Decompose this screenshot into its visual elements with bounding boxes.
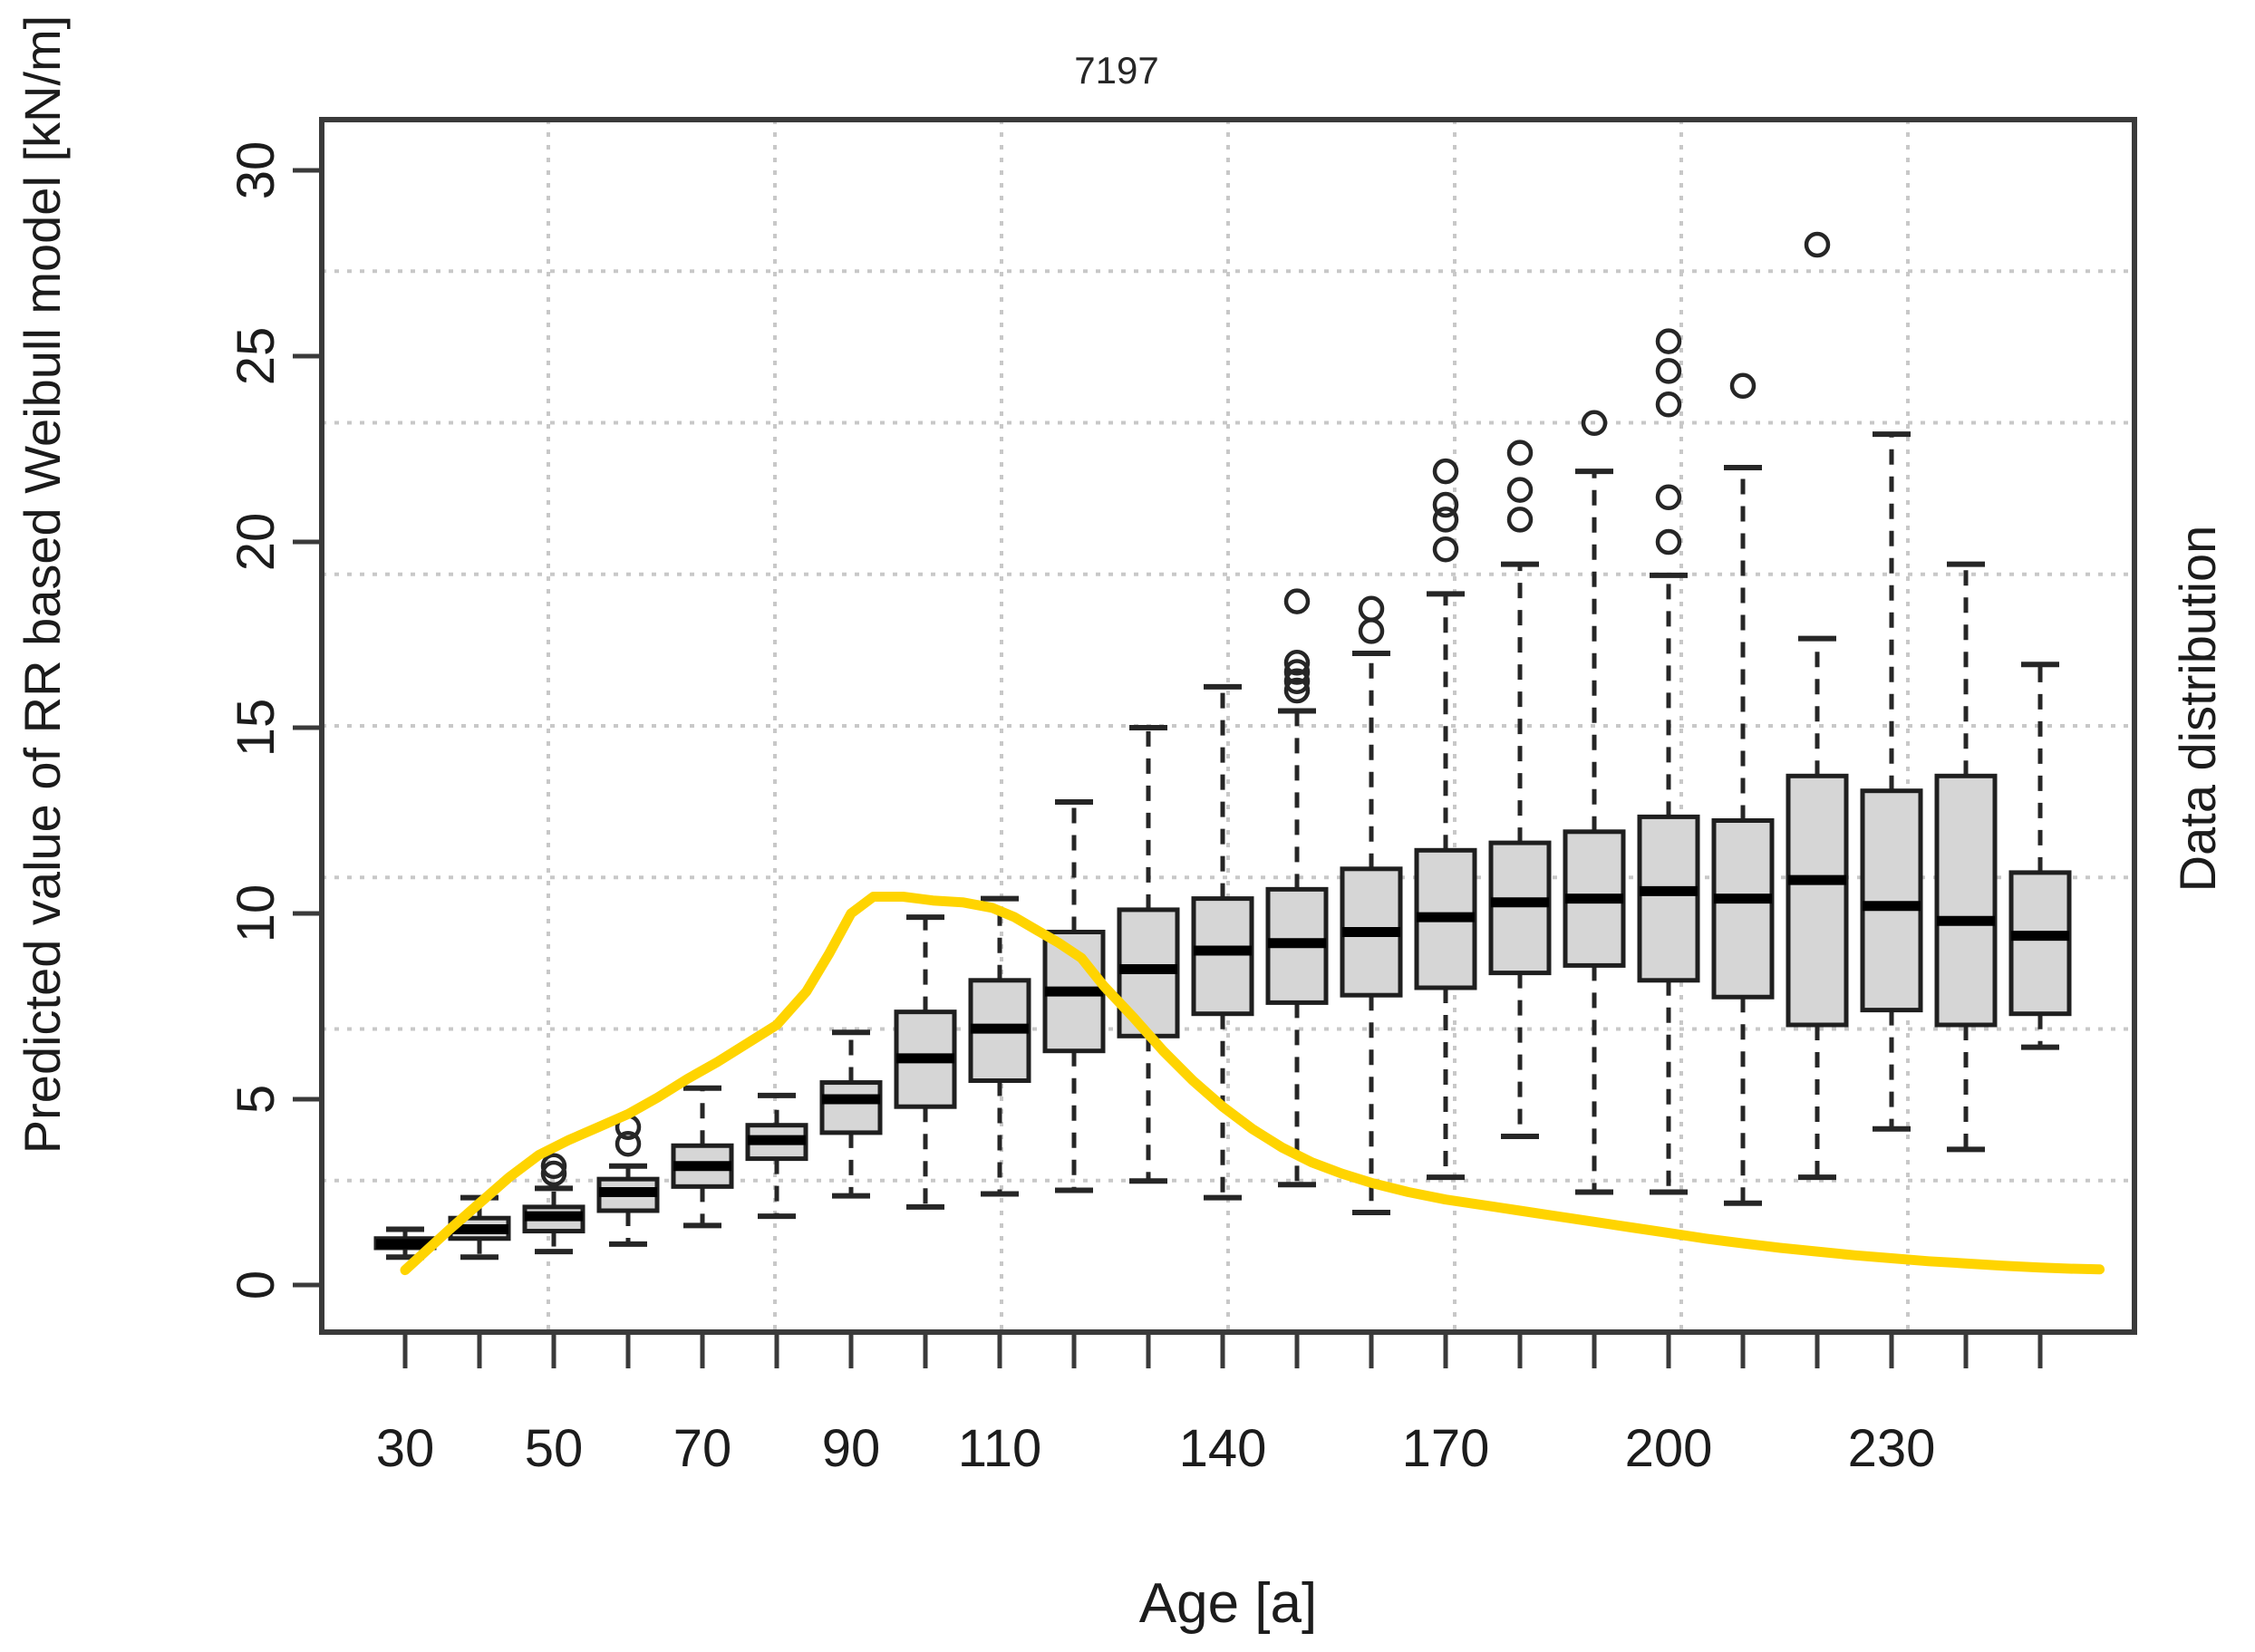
box-group-age-210: [1711, 372, 1775, 1206]
y-tick-label: 15: [227, 699, 286, 758]
outlier-point: [1432, 507, 1459, 533]
iqr-box: [1488, 840, 1552, 976]
outlier-point: [1283, 668, 1311, 694]
box-group-age-140: [1191, 683, 1254, 1201]
distribution-line-layer: [400, 892, 2105, 1276]
y-tick-label: 25: [227, 327, 286, 386]
box-group-age-130: [1117, 725, 1180, 1184]
box-group-age-110: [968, 895, 1031, 1197]
right-axis-title: Data distribution: [2169, 526, 2226, 893]
box-group-age-250: [2008, 662, 2072, 1050]
iqr-box: [819, 1080, 883, 1135]
box-group-age-230: [1860, 431, 1923, 1132]
outlier-point: [1655, 358, 1682, 384]
outlier-point: [1506, 507, 1534, 533]
outlier-point: [1655, 328, 1682, 354]
outlier-point: [1506, 440, 1534, 466]
outlier-point: [1283, 588, 1311, 614]
y-tick-label: 20: [227, 513, 286, 572]
iqr-box: [1934, 773, 1998, 1028]
x-tick-label: 70: [673, 1419, 732, 1478]
box-group-age-120: [1042, 799, 1106, 1193]
box-layer: [373, 231, 2072, 1261]
outlier-point: [1655, 528, 1682, 555]
iqr-box: [2008, 870, 2072, 1017]
box-group-age-90: [819, 1029, 883, 1199]
y-tick-label: 30: [227, 141, 286, 200]
box-group-age-50: [522, 1153, 586, 1255]
outlier-point: [615, 1130, 642, 1157]
outlier-point: [1804, 231, 1831, 258]
outlier-point: [1506, 477, 1534, 503]
box-group-age-160: [1340, 595, 1403, 1216]
box-group-age-170: [1414, 458, 1477, 1181]
chart-title: 7197: [1074, 49, 1158, 92]
x-tick-label: 110: [958, 1419, 1041, 1478]
y-axis-title: Predicted value of RR based Weibull mode…: [14, 15, 71, 1154]
outlier-point: [1432, 458, 1459, 485]
iqr-box: [1786, 773, 1849, 1028]
distribution-line: [400, 892, 2105, 1276]
iqr-box: [1711, 818, 1775, 1000]
iqr-box: [1191, 896, 1254, 1017]
outlier-point: [1432, 536, 1459, 563]
iqr-box: [1860, 788, 1923, 1013]
axis-layer: 30 50 70 90 110 140 170 200 230 0 5 10 15 20 25 30: [227, 117, 2137, 1478]
y-tick-label: 0: [227, 1270, 286, 1299]
box-group-age-180: [1488, 440, 1552, 1139]
box-group-age-150: [1265, 588, 1329, 1188]
outlier-point: [1655, 391, 1682, 418]
x-tick-label: 50: [525, 1419, 584, 1478]
outlier-point: [1283, 677, 1311, 704]
iqr-box: [1637, 814, 1700, 983]
box-group-age-60: [596, 1114, 660, 1247]
x-tick-label: 230: [1848, 1419, 1936, 1478]
box-group-age-220: [1786, 231, 1849, 1181]
outlier-point: [1729, 372, 1757, 400]
x-tick-label: 90: [822, 1419, 881, 1478]
outlier-point: [1283, 659, 1311, 685]
x-axis-title: Age [a]: [1139, 1572, 1317, 1635]
outlier-point: [1655, 484, 1682, 511]
x-tick-label: 30: [376, 1419, 435, 1478]
outlier-point: [1358, 618, 1385, 644]
outlier-point: [1432, 491, 1459, 518]
box-group-age-70: [671, 1085, 734, 1229]
x-tick-label: 140: [1179, 1419, 1267, 1478]
outlier-point: [540, 1160, 567, 1187]
outlier-point: [1358, 595, 1385, 623]
box-group-age-80: [745, 1092, 808, 1220]
x-tick-label: 200: [1625, 1419, 1713, 1478]
outlier-point: [540, 1153, 567, 1180]
y-tick-label: 5: [227, 1085, 286, 1114]
y-tick-label: 10: [227, 884, 286, 943]
box-group-age-100: [894, 914, 957, 1210]
box-group-age-190: [1563, 410, 1626, 1195]
outlier-point: [1283, 650, 1311, 676]
outlier-point: [1581, 410, 1608, 437]
box-group-age-200: [1637, 328, 1700, 1195]
x-tick-label: 170: [1402, 1419, 1490, 1478]
grid-layer: [322, 120, 2134, 1332]
box-group-age-240: [1934, 561, 1998, 1153]
